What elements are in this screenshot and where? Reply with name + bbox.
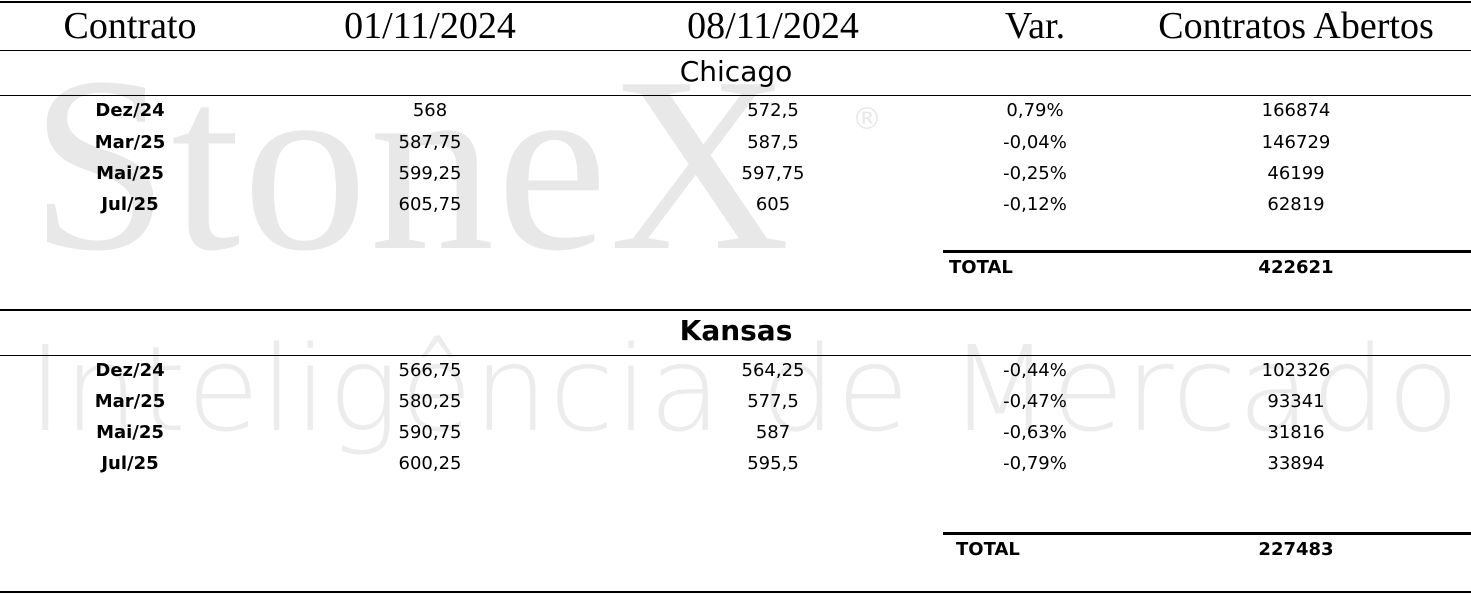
value-cell: -0,79%: [1003, 453, 1067, 474]
value-cell: 587,5: [747, 132, 799, 153]
value-cell: 33894: [1267, 453, 1325, 474]
value-cell: -0,47%: [1003, 391, 1067, 412]
value-cell: 568: [412, 100, 448, 121]
value-cell: 93341: [1267, 391, 1325, 412]
value-cell: 597,75: [741, 163, 805, 184]
value-cell: 566,75: [398, 360, 462, 381]
value-cell: -0,63%: [1003, 422, 1067, 443]
contract-cell: Dez/24: [95, 360, 165, 381]
value-cell: 587,75: [398, 132, 462, 153]
value-cell: 0,79%: [1006, 100, 1064, 121]
watermark-registered: ®: [852, 102, 882, 137]
section-rule: [0, 95, 1471, 96]
value-cell: 31816: [1267, 422, 1325, 443]
value-cell: 580,25: [398, 391, 462, 412]
value-cell: 564,25: [741, 360, 805, 381]
value-cell: 605: [755, 194, 791, 215]
top-border: [0, 1, 1471, 3]
total-value: 227483: [1258, 539, 1334, 560]
contract-cell: Mar/25: [94, 391, 166, 412]
total-value: 422621: [1258, 257, 1334, 278]
value-cell: 590,75: [398, 422, 462, 443]
contract-cell: Jul/25: [101, 194, 159, 215]
contract-cell: Dez/24: [95, 100, 165, 121]
watermark-tagline: Inteligência de Mercado: [28, 320, 1461, 458]
total-label: TOTAL: [956, 539, 1020, 560]
column-header: Var.: [1004, 5, 1066, 47]
section-title: Chicago: [679, 55, 793, 88]
section-end-rule: [0, 309, 1471, 311]
contract-cell: Mai/25: [96, 422, 164, 443]
value-cell: 62819: [1267, 194, 1325, 215]
contract-cell: Mai/25: [96, 163, 164, 184]
total-rule: [943, 250, 1471, 253]
value-cell: 572,5: [747, 100, 799, 121]
value-cell: 577,5: [747, 391, 799, 412]
value-cell: 605,75: [398, 194, 462, 215]
total-rule: [943, 532, 1471, 535]
column-header: 08/11/2024: [687, 5, 859, 47]
value-cell: 595,5: [747, 453, 799, 474]
value-cell: -0,12%: [1003, 194, 1067, 215]
header-rule: [0, 50, 1471, 51]
value-cell: -0,04%: [1003, 132, 1067, 153]
value-cell: 166874: [1261, 100, 1331, 121]
value-cell: 587: [755, 422, 791, 443]
value-cell: 46199: [1267, 163, 1325, 184]
contract-cell: Jul/25: [101, 453, 159, 474]
watermark-logo: StoneX: [30, 26, 792, 303]
section-rule: [0, 355, 1471, 356]
contract-cell: Mar/25: [94, 132, 166, 153]
value-cell: 146729: [1261, 132, 1331, 153]
value-cell: 102326: [1261, 360, 1331, 381]
column-header: 01/11/2024: [344, 5, 516, 47]
column-header: Contratos Abertos: [1158, 5, 1434, 47]
value-cell: 599,25: [398, 163, 462, 184]
section-end-rule: [0, 591, 1471, 593]
section-title: Kansas: [679, 314, 793, 347]
column-header: Contrato: [63, 5, 197, 47]
value-cell: -0,44%: [1003, 360, 1067, 381]
total-label: TOTAL: [949, 257, 1013, 278]
value-cell: 600,25: [398, 453, 462, 474]
value-cell: -0,25%: [1003, 163, 1067, 184]
